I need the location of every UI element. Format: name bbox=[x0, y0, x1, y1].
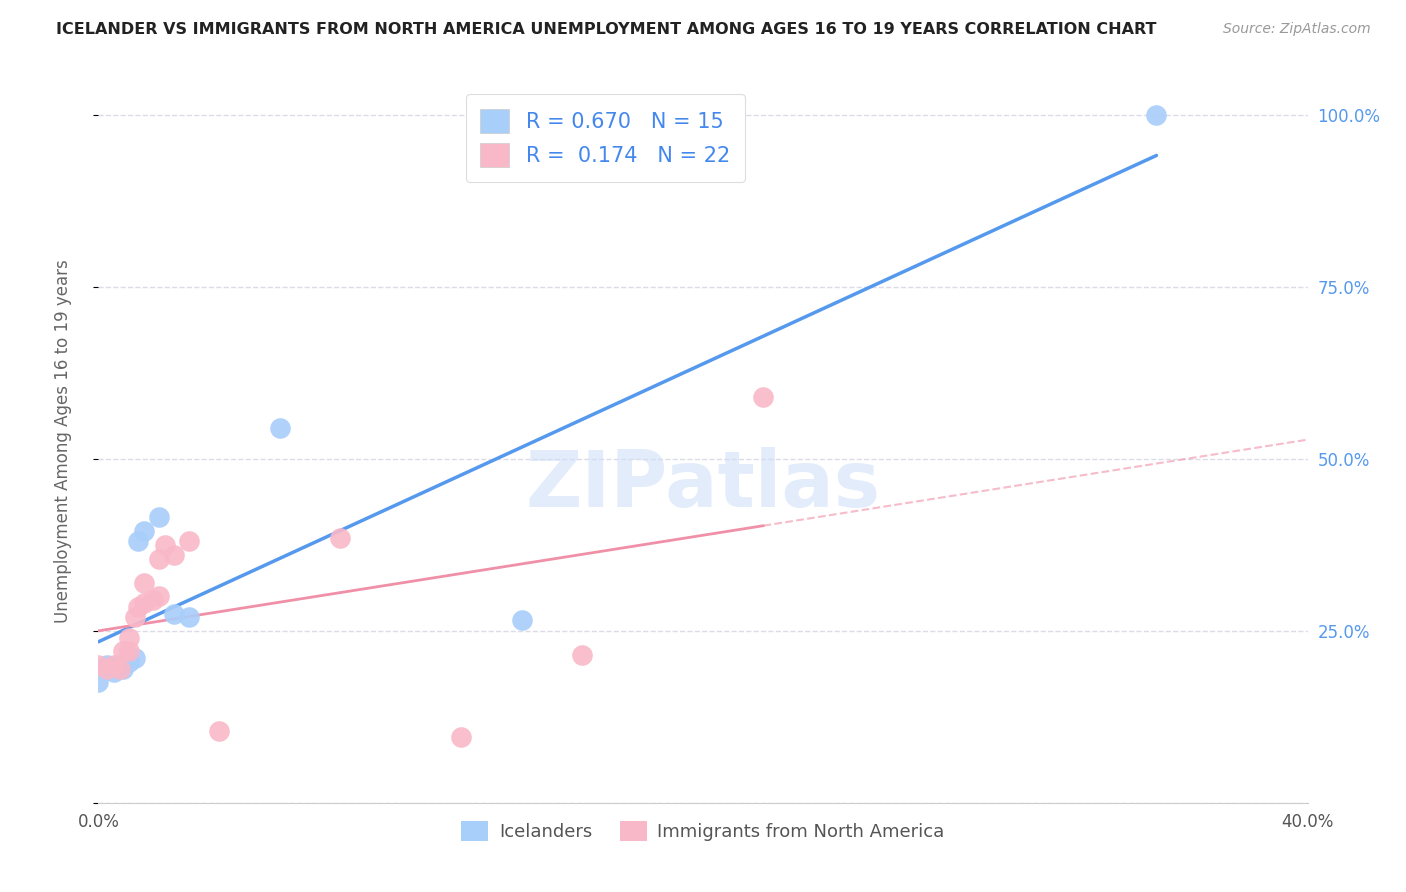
Point bbox=[111, 644, 134, 658]
Point bbox=[1144, 108, 1167, 122]
Point bbox=[124, 610, 146, 624]
Y-axis label: Unemployment Among Ages 16 to 19 years: Unemployment Among Ages 16 to 19 years bbox=[53, 260, 72, 624]
Point bbox=[450, 731, 472, 745]
Point bbox=[124, 651, 146, 665]
Point bbox=[142, 592, 165, 607]
Point bbox=[329, 531, 352, 545]
Point bbox=[179, 534, 201, 549]
Point bbox=[103, 665, 125, 679]
Point bbox=[87, 658, 110, 673]
Point bbox=[269, 421, 291, 435]
Point bbox=[571, 648, 593, 662]
Point bbox=[103, 658, 125, 673]
Point bbox=[148, 590, 170, 604]
Point bbox=[132, 596, 155, 610]
Point bbox=[132, 575, 155, 590]
Text: ICELANDER VS IMMIGRANTS FROM NORTH AMERICA UNEMPLOYMENT AMONG AGES 16 TO 19 YEAR: ICELANDER VS IMMIGRANTS FROM NORTH AMERI… bbox=[56, 22, 1157, 37]
Point bbox=[118, 644, 141, 658]
Point bbox=[153, 538, 176, 552]
Point bbox=[752, 390, 775, 404]
Text: ZIPatlas: ZIPatlas bbox=[526, 447, 880, 523]
Point bbox=[163, 607, 186, 621]
Point bbox=[111, 662, 134, 676]
Point bbox=[127, 599, 149, 614]
Point bbox=[148, 551, 170, 566]
Point bbox=[510, 614, 533, 628]
Point bbox=[87, 675, 110, 690]
Point bbox=[179, 610, 201, 624]
Point bbox=[127, 534, 149, 549]
Point bbox=[108, 658, 131, 673]
Legend: Icelanders, Immigrants from North America: Icelanders, Immigrants from North Americ… bbox=[454, 814, 952, 848]
Point bbox=[118, 655, 141, 669]
Point bbox=[163, 548, 186, 562]
Point bbox=[208, 723, 231, 738]
Point bbox=[132, 524, 155, 538]
Point bbox=[96, 662, 118, 676]
Point bbox=[108, 662, 131, 676]
Point bbox=[96, 658, 118, 673]
Point bbox=[148, 510, 170, 524]
Text: Source: ZipAtlas.com: Source: ZipAtlas.com bbox=[1223, 22, 1371, 37]
Point bbox=[118, 631, 141, 645]
